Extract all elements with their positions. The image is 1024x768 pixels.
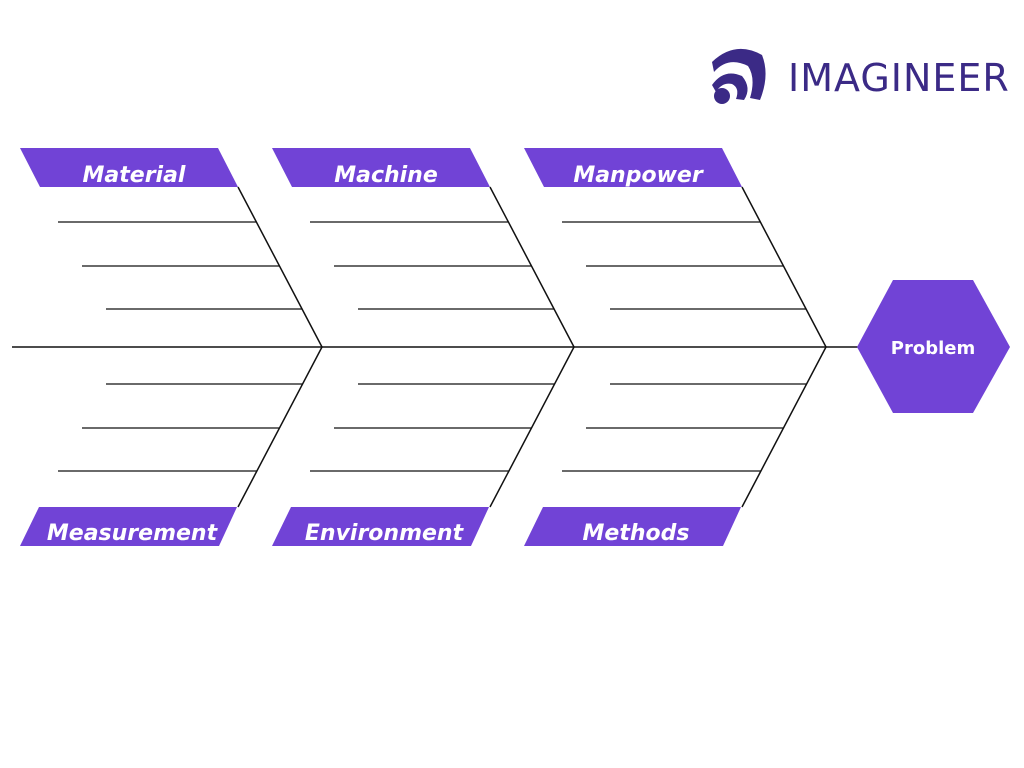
category-bone (741, 186, 827, 348)
category-bone (741, 346, 827, 508)
category-bone (237, 346, 323, 508)
category-label-bg (272, 148, 490, 187)
category-bone (489, 346, 575, 508)
category-label-bg (20, 507, 237, 546)
category-label-bg (524, 507, 741, 546)
category-label-top: Material (83, 163, 186, 188)
logo-mark-icon (712, 48, 766, 104)
category-label-bottom: Methods (583, 521, 690, 546)
problem-hexagon (857, 280, 1010, 413)
category-label-top: Machine (334, 163, 438, 188)
category-label-bg (272, 507, 489, 546)
category-label-bg (524, 148, 742, 187)
problem-head: Problem (857, 280, 1010, 413)
imagineer-logo: IMAGINEER (712, 48, 1010, 104)
category-label-bg (20, 148, 238, 187)
logo-text: IMAGINEER (788, 56, 1010, 100)
category-label-bottom: Environment (305, 521, 465, 546)
category-bone (489, 186, 575, 348)
category-bone (237, 186, 323, 348)
category-label-top: Manpower (573, 163, 704, 188)
category-label-bottom: Measurement (47, 521, 219, 546)
problem-label: Problem (891, 338, 975, 359)
